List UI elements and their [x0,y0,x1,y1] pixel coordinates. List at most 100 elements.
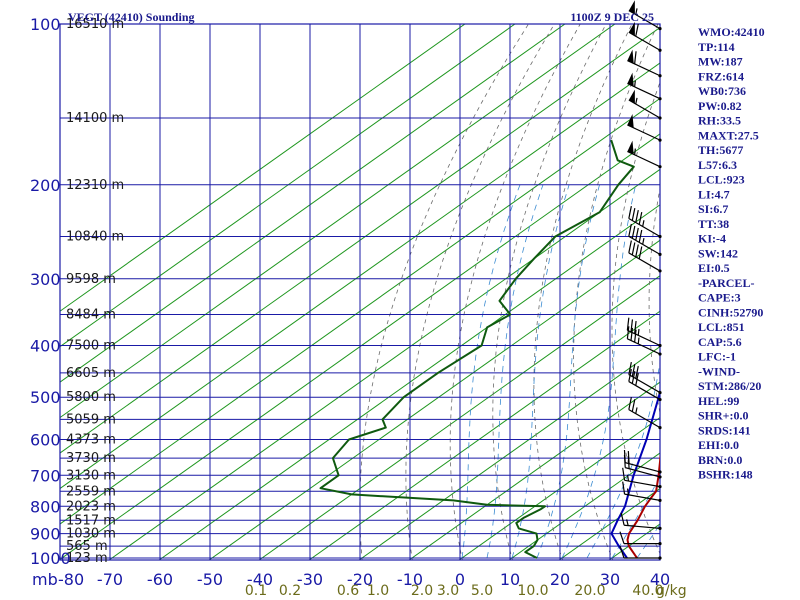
index-value: SI:6.7 [698,202,728,216]
temperature-tick-label: -20 [347,570,373,589]
wind-barb [622,467,662,489]
wind-barb [627,72,662,101]
index-value: -WIND- [698,364,740,378]
y-axis-label: mb [32,570,58,589]
height-label: 16510 m [66,17,124,32]
height-labels: 16510 m 14100 m 12310 m 10840 m 9598 m 8484 m… [66,17,124,566]
wind-barbs [619,0,662,560]
wind-barb [628,205,662,239]
dry-adiabat [648,186,660,415]
index-value: TH:5677 [698,143,743,157]
dry-adiabat [611,81,660,555]
chart-title: VEGT (42410) Sounding [68,10,195,24]
mixing-ratio-tick-label: 0.6 [337,583,359,599]
index-value: CAP:5.6 [698,335,742,349]
isotherm-line [258,275,660,560]
index-value: MAXT:27.5 [698,128,759,142]
index-value: LFC:-1 [698,350,736,364]
moist-adiabat [461,184,521,559]
height-label: 9598 m [66,272,116,287]
isotherm-line [308,310,660,560]
profile-line-0 [626,454,660,559]
index-value: LCL:851 [698,320,745,334]
index-value: STM:286/20 [698,379,761,393]
pressure-tick-label: 200 [30,176,61,195]
height-label: 123 m [66,551,108,566]
height-label: 12310 m [66,178,124,193]
height-label: 2023 m [66,499,116,514]
isotherm-line [60,24,616,419]
index-value: WMO:42410 [698,25,765,39]
profile-line-1 [610,387,660,559]
wind-barb [623,454,662,479]
wind-barb [628,223,662,256]
pressure-tick-label: 800 [30,497,61,516]
temperature-tick-label: 10 [500,570,520,589]
dry-adiabat [573,24,659,560]
wind-barb [628,240,662,273]
temperature-tick-label: -10 [397,570,423,589]
height-label: 3130 m [66,468,116,483]
index-value: KI:-4 [698,232,726,246]
dry-adiabat [405,24,555,560]
index-value: HEL:99 [698,394,739,408]
isotherm-line [60,26,660,454]
pressure-tick-label: 600 [30,431,61,450]
mixing-ratio-tick-label: 0.2 [279,583,301,599]
index-value: TP:114 [698,40,735,54]
isotherm-line [208,239,660,560]
isotherm-line [60,62,660,490]
pressure-tick-label: 500 [30,388,61,407]
temperature-tick-label: 30 [600,570,620,589]
isotherm-line [60,97,660,525]
mixing-ratio-tick-label: 20.0 [574,583,605,599]
wind-barb [619,531,662,546]
height-label: 7500 m [66,339,116,354]
height-label: 565 m [66,539,108,554]
wind-barb [620,512,662,530]
index-value: MW:187 [698,55,743,69]
isotherm-line [60,24,516,348]
index-value: PW:0.82 [698,99,742,113]
isotherm-line [158,204,660,560]
pressure-tick-label: 900 [30,525,61,544]
wind-barb [627,49,662,78]
index-value: -PARCEL- [698,276,754,290]
mixing-ratio-tick-label: 3.0 [437,583,459,599]
dry-adiabat [533,24,633,560]
wind-barb [628,21,662,52]
wind-barb [628,369,662,402]
mixing-ratio-tick-label: 5.0 [471,583,493,599]
wind-barb [628,397,662,430]
isotherm-line [408,381,660,560]
isotherm-line [60,24,566,383]
wind-barb [622,481,662,502]
mixing-ratio-unit: g/kg [656,583,687,599]
moist-adiabat [486,184,544,559]
height-label: 2559 m [66,484,116,499]
pressure-tick-label: 1000 [30,549,71,568]
height-label: 8484 m [66,308,116,323]
temperature-tick-label: -70 [97,570,123,589]
wind-barb [627,114,662,142]
height-label: 14100 m [66,111,124,126]
dry-adiabat [492,24,607,560]
isotherm-line [358,346,660,560]
index-value: WB0:736 [698,84,746,98]
index-value: CAPE:3 [698,291,741,305]
moist-adiabat [586,358,660,559]
temperature-tick-label: -80 [58,570,84,589]
wind-barb [628,89,662,120]
mixing-ratio-tick-label: 1.0 [367,583,389,599]
temperature-tick-label: -50 [197,570,223,589]
wind-barb [619,545,662,560]
index-value: RH:33.5 [698,114,741,128]
pressure-tick-label: 100 [30,15,61,34]
index-value: EHI:0.0 [698,438,739,452]
index-value: EI:0.5 [698,261,730,275]
temperature-tick-label: -30 [297,570,323,589]
height-label: 5059 m [66,412,116,427]
mixing-ratio-tick-label: 0.1 [245,583,267,599]
index-value: CINH:52790 [698,305,763,319]
